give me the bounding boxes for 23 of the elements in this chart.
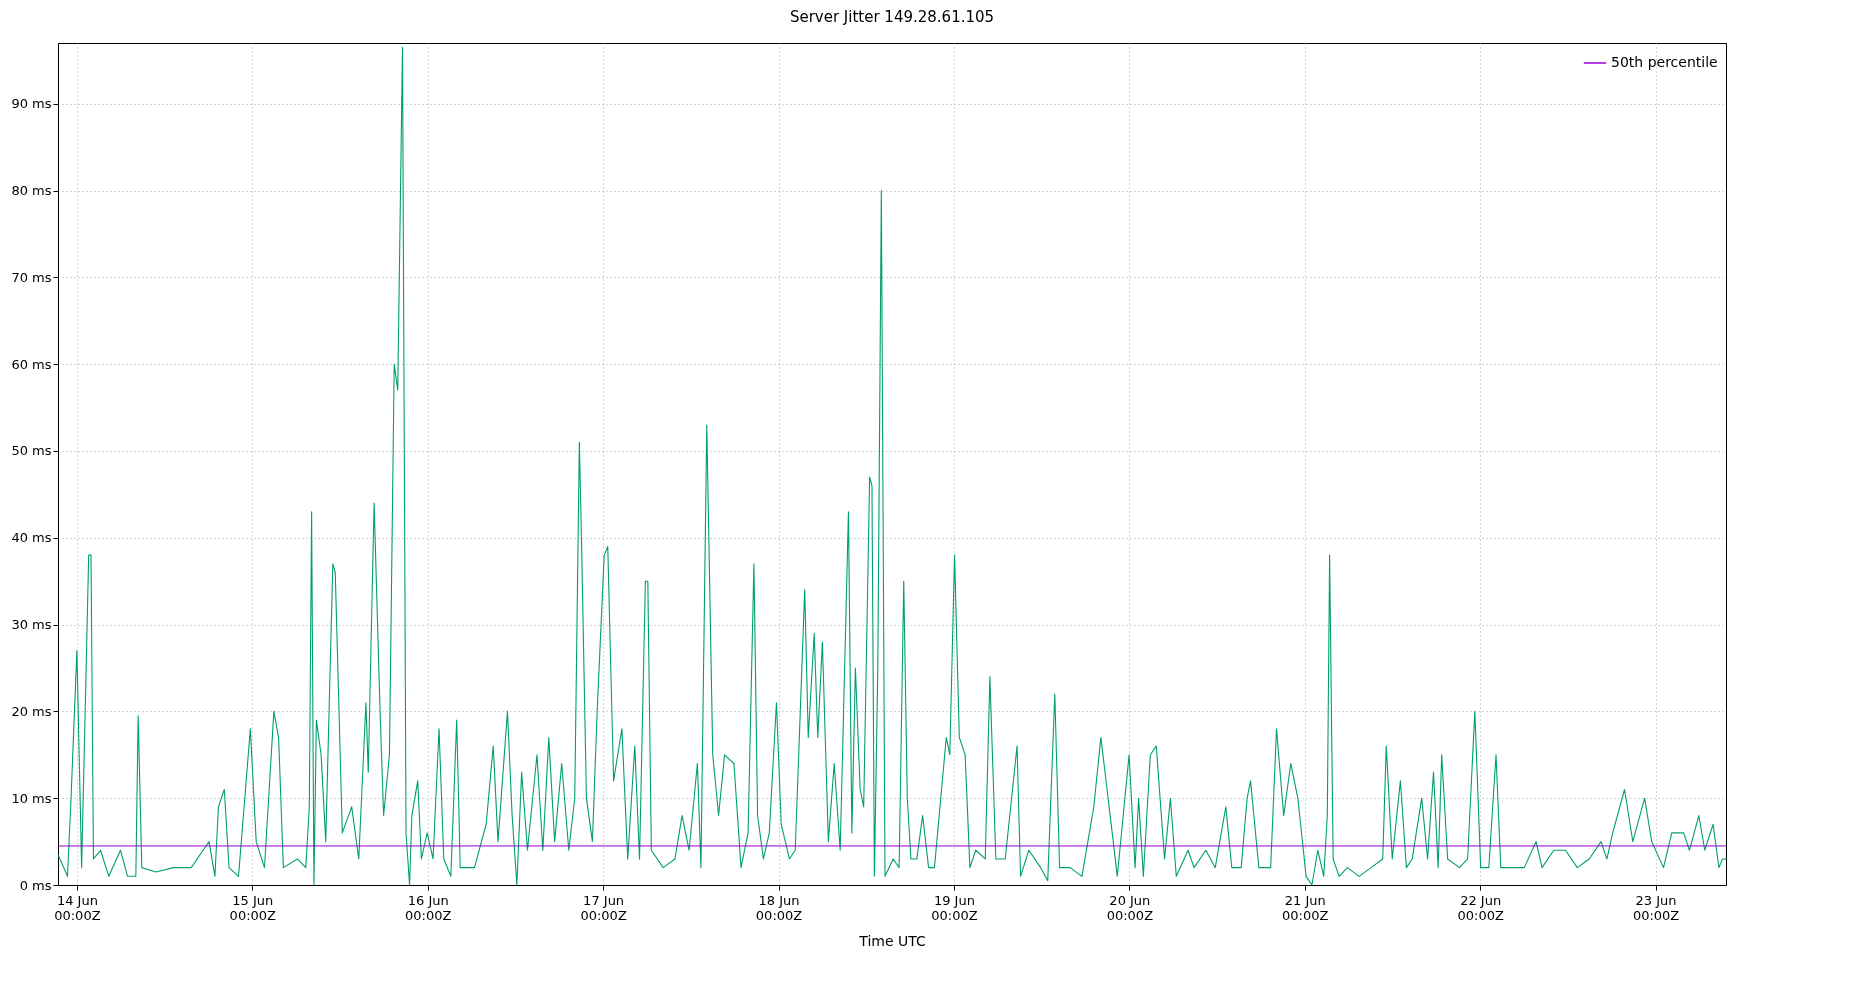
y-tick-label: 10 ms bbox=[11, 790, 52, 806]
y-tick-label: 40 ms bbox=[11, 530, 52, 546]
x-axis-title: Time UTC bbox=[858, 932, 926, 949]
y-tick-label: 80 ms bbox=[11, 183, 52, 199]
y-tick-label: 30 ms bbox=[11, 617, 52, 633]
y-tick-label: 0 ms bbox=[19, 877, 52, 893]
x-tick-label: 21 Jun 00:00Z bbox=[1282, 892, 1329, 923]
y-tick-label: 60 ms bbox=[11, 356, 52, 372]
x-tick-label: 22 Jun 00:00Z bbox=[1457, 892, 1504, 923]
y-tick-label: 50 ms bbox=[11, 443, 52, 459]
x-tick-label: 17 Jun 00:00Z bbox=[580, 892, 627, 923]
y-tick-label: 20 ms bbox=[11, 703, 52, 719]
x-tick-label: 16 Jun 00:00Z bbox=[405, 892, 452, 923]
chart-title: Server Jitter 149.28.61.105 bbox=[789, 8, 995, 26]
y-tick-label: 90 ms bbox=[11, 96, 52, 112]
y-tick-label: 70 ms bbox=[11, 269, 52, 285]
legend-label: 50th percentile bbox=[1611, 54, 1718, 70]
x-tick-label: 14 Jun 00:00Z bbox=[54, 892, 101, 923]
x-tick-label: 18 Jun 00:00Z bbox=[755, 892, 803, 923]
x-tick-label: 19 Jun 00:00Z bbox=[931, 892, 978, 923]
x-tick-label: 15 Jun 00:00Z bbox=[229, 892, 277, 923]
x-tick-label: 20 Jun 00:00Z bbox=[1106, 892, 1154, 923]
x-tick-label: 23 Jun 00:00Z bbox=[1632, 892, 1680, 923]
